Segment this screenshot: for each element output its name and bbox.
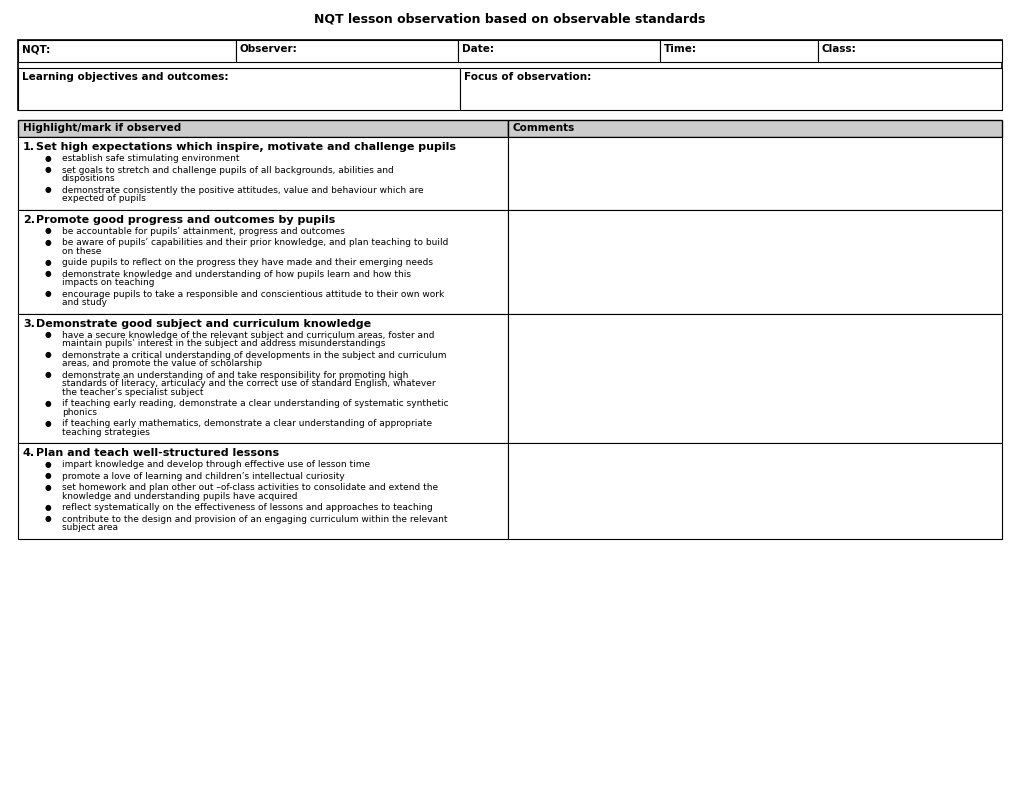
Text: Plan and teach well-structured lessons: Plan and teach well-structured lessons	[36, 448, 279, 458]
Bar	[458, 40, 659, 62]
Text: and study: and study	[62, 298, 107, 307]
Text: subject area: subject area	[62, 523, 118, 532]
Text: ●: ●	[45, 515, 51, 523]
Text: ●: ●	[45, 370, 51, 379]
Text: Time:: Time:	[663, 44, 696, 54]
Text: Comments: Comments	[513, 123, 575, 133]
Bar	[507, 314, 1001, 443]
Text: ●: ●	[45, 330, 51, 340]
Text: demonstrate consistently the positive attitudes, value and behaviour which are: demonstrate consistently the positive at…	[62, 185, 423, 195]
Text: ●: ●	[45, 483, 51, 492]
Bar	[817, 40, 1001, 62]
Text: 2.: 2.	[23, 214, 35, 225]
Text: ●: ●	[45, 350, 51, 359]
Text: ●: ●	[45, 154, 51, 163]
Text: phonics: phonics	[62, 407, 97, 417]
Text: if teaching early reading, demonstrate a clear understanding of systematic synth: if teaching early reading, demonstrate a…	[62, 399, 448, 408]
Text: Promote good progress and outcomes by pupils: Promote good progress and outcomes by pu…	[36, 214, 335, 225]
Text: be aware of pupils’ capabilities and their prior knowledge, and plan teaching to: be aware of pupils’ capabilities and the…	[62, 238, 448, 247]
Text: set homework and plan other out –of-class activities to consolidate and extend t: set homework and plan other out –of-clas…	[62, 483, 438, 492]
Bar	[18, 40, 1001, 110]
Text: ●: ●	[45, 258, 51, 267]
Text: demonstrate knowledge and understanding of how pupils learn and how this: demonstrate knowledge and understanding …	[62, 269, 411, 278]
Text: Date:: Date:	[462, 44, 493, 54]
Text: 3.: 3.	[23, 318, 35, 329]
Text: ●: ●	[45, 289, 51, 298]
Text: Demonstrate good subject and curriculum knowledge: Demonstrate good subject and curriculum …	[36, 318, 371, 329]
Text: encourage pupils to take a responsible and conscientious attitude to their own w: encourage pupils to take a responsible a…	[62, 289, 444, 299]
Text: Set high expectations which inspire, motivate and challenge pupils: Set high expectations which inspire, mot…	[36, 142, 455, 152]
Text: NQT:: NQT:	[22, 44, 50, 54]
Text: Learning objectives and outcomes:: Learning objectives and outcomes:	[22, 72, 228, 82]
Bar	[18, 40, 235, 62]
Text: knowledge and understanding pupils have acquired: knowledge and understanding pupils have …	[62, 492, 298, 500]
Text: reflect systematically on the effectiveness of lessons and approaches to teachin: reflect systematically on the effectiven…	[62, 503, 432, 512]
Bar	[18, 314, 507, 443]
Bar	[18, 443, 507, 538]
Text: Focus of observation:: Focus of observation:	[464, 72, 591, 82]
Text: on these: on these	[62, 247, 101, 255]
Text: ●: ●	[45, 399, 51, 407]
Text: ●: ●	[45, 269, 51, 278]
Text: standards of literacy, articulacy and the correct use of standard English, whate: standards of literacy, articulacy and th…	[62, 379, 435, 388]
Text: ●: ●	[45, 226, 51, 236]
Text: ●: ●	[45, 471, 51, 480]
Text: impacts on teaching: impacts on teaching	[62, 278, 154, 287]
Text: 4.: 4.	[23, 448, 35, 458]
Bar	[18, 210, 507, 314]
Text: ●: ●	[45, 503, 51, 511]
Text: maintain pupils’ interest in the subject and address misunderstandings: maintain pupils’ interest in the subject…	[62, 339, 385, 348]
Text: NQT lesson observation based on observable standards: NQT lesson observation based on observab…	[314, 12, 705, 25]
Text: if teaching early mathematics, demonstrate a clear understanding of appropriate: if teaching early mathematics, demonstra…	[62, 419, 432, 428]
Bar	[460, 68, 1001, 110]
Text: expected of pupils: expected of pupils	[62, 194, 146, 203]
Bar	[235, 40, 458, 62]
Text: be accountable for pupils’ attainment, progress and outcomes: be accountable for pupils’ attainment, p…	[62, 226, 344, 236]
Text: demonstrate a critical understanding of developments in the subject and curricul: demonstrate a critical understanding of …	[62, 351, 446, 359]
Text: establish safe stimulating environment: establish safe stimulating environment	[62, 154, 239, 163]
Text: Highlight/mark if observed: Highlight/mark if observed	[23, 123, 181, 133]
Bar	[659, 40, 817, 62]
Bar	[507, 120, 1001, 137]
Text: 1.: 1.	[23, 142, 35, 152]
Text: ●: ●	[45, 238, 51, 247]
Text: impart knowledge and develop through effective use of lesson time: impart knowledge and develop through eff…	[62, 460, 370, 469]
Text: set goals to stretch and challenge pupils of all backgrounds, abilities and: set goals to stretch and challenge pupil…	[62, 165, 393, 174]
Text: the teacher’s specialist subject: the teacher’s specialist subject	[62, 388, 204, 396]
Bar	[18, 68, 460, 110]
Bar	[507, 210, 1001, 314]
Text: ●: ●	[45, 418, 51, 428]
Text: Class:: Class:	[821, 44, 856, 54]
Text: guide pupils to reflect on the progress they have made and their emerging needs: guide pupils to reflect on the progress …	[62, 258, 433, 267]
Text: ●: ●	[45, 459, 51, 469]
Text: ●: ●	[45, 165, 51, 174]
Text: promote a love of learning and children’s intellectual curiosity: promote a love of learning and children’…	[62, 471, 344, 481]
Text: teaching strategies: teaching strategies	[62, 428, 150, 437]
Bar	[18, 137, 507, 210]
Text: have a secure knowledge of the relevant subject and curriculum areas, foster and: have a secure knowledge of the relevant …	[62, 330, 434, 340]
Text: demonstrate an understanding of and take responsibility for promoting high: demonstrate an understanding of and take…	[62, 370, 408, 380]
Text: areas, and promote the value of scholarship: areas, and promote the value of scholars…	[62, 359, 262, 368]
Text: ●: ●	[45, 185, 51, 195]
Bar	[18, 120, 507, 137]
Text: contribute to the design and provision of an engaging curriculum within the rele: contribute to the design and provision o…	[62, 515, 447, 523]
Bar	[507, 137, 1001, 210]
Text: dispositions: dispositions	[62, 174, 115, 183]
Bar	[507, 443, 1001, 538]
Text: Observer:: Observer:	[239, 44, 298, 54]
